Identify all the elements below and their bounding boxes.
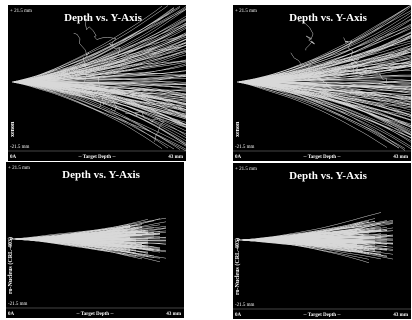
bottom-label: -21.5 mm xyxy=(8,302,28,307)
x-title: -- Target Depth -- xyxy=(303,313,341,318)
x-end: 43 mm xyxy=(393,313,408,318)
top-label: + 21.5 mm xyxy=(235,167,257,172)
x-end: 43 mm xyxy=(168,155,183,160)
side-label: ro-Nucleus (CRL-403) xyxy=(234,238,241,295)
panel: + 21.5 mm Depth vs. Y-Axis -21.5 mm xenon 0A… xyxy=(8,5,186,161)
x-start: 0A xyxy=(235,313,242,318)
x-end: 43 mm xyxy=(166,312,181,317)
page: + 21.5 mm Depth vs. Y-Axis -21.5 mm xenon 0A… xyxy=(0,0,412,320)
side-label: xenon xyxy=(10,121,16,137)
plot: + 21.5 mm Depth vs. Y-Axis -21.5 mm xenon 0A… xyxy=(233,5,411,161)
x-start: 0A xyxy=(10,155,17,160)
panel-title: Depth vs. Y-Axis xyxy=(289,170,367,182)
panel-title: Depth vs. Y-Axis xyxy=(289,12,367,24)
plot: + 21.5 mm Depth vs. Y-Axis -21.5 mm xenon 0A… xyxy=(8,5,186,161)
panel-title: Depth vs. Y-Axis xyxy=(62,169,140,181)
x-title: -- Target Depth -- xyxy=(303,155,341,160)
panel: + 21.5 mm Depth vs. Y-Axis -21.5 mm ro-Nucl… xyxy=(233,163,411,319)
top-label: + 21.5 mm xyxy=(8,166,30,171)
panel: + 21.5 mm Depth vs. Y-Axis -21.5 mm xenon 0A… xyxy=(233,5,411,161)
x-end: 43 mm xyxy=(393,155,408,160)
x-title: -- Target Depth -- xyxy=(76,312,114,317)
top-label: + 21.5 mm xyxy=(10,9,32,14)
side-label: ro-Nucleus (CRL-403) xyxy=(7,237,14,294)
x-title: -- Target Depth -- xyxy=(78,155,116,160)
x-start: 0A xyxy=(235,155,242,160)
side-label: xenon xyxy=(235,121,241,137)
bottom-label: -21.5 mm xyxy=(235,145,255,150)
panel-title: Depth vs. Y-Axis xyxy=(64,12,142,24)
x-start: 0A xyxy=(8,312,15,317)
plot: + 21.5 mm Depth vs. Y-Axis -21.5 mm ro-Nucl… xyxy=(6,162,184,318)
panel: + 21.5 mm Depth vs. Y-Axis -21.5 mm ro-Nucl… xyxy=(6,162,184,318)
bottom-label: -21.5 mm xyxy=(235,303,255,308)
bottom-label: -21.5 mm xyxy=(10,145,30,150)
plot: + 21.5 mm Depth vs. Y-Axis -21.5 mm ro-Nucl… xyxy=(233,163,411,319)
top-label: + 21.5 mm xyxy=(235,9,257,14)
